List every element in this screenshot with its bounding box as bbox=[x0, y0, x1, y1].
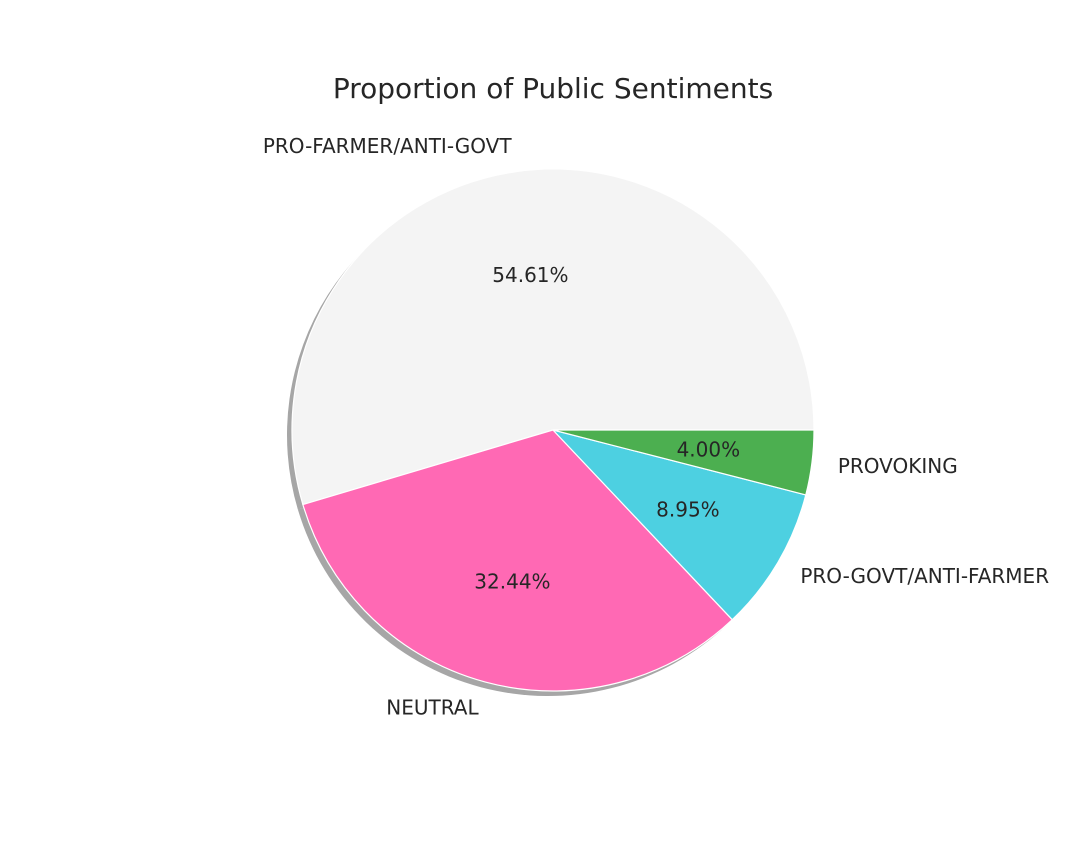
slice-neutral bbox=[302, 429, 733, 692]
slice-pro-farmer-anti-govt bbox=[291, 168, 815, 506]
slice-pro-govt-anti-farmer bbox=[552, 429, 807, 621]
slice-provoking bbox=[552, 429, 815, 496]
pct-label-provoking: 4.00% bbox=[677, 438, 741, 462]
pie-slices bbox=[291, 168, 815, 692]
pct-label-neutral: 32.44% bbox=[474, 569, 550, 593]
slice-label-provoking: PROVOKING bbox=[838, 454, 958, 478]
pct-label-pro-farmer-anti-govt: 54.61% bbox=[492, 263, 568, 287]
slice-label-pro-govt-anti-farmer: PRO-GOVT/ANTI-FARMER bbox=[800, 564, 1049, 588]
pct-label-pro-govt-anti-farmer: 8.95% bbox=[656, 498, 720, 522]
pie-labels: PRO-FARMER/ANTI-GOVT 54.61% NEUTRAL 32.44% P… bbox=[263, 134, 1049, 719]
chart-title: Proportion of Public Sentiments bbox=[333, 72, 773, 105]
slice-label-neutral: NEUTRAL bbox=[386, 695, 479, 719]
slice-label-pro-farmer-anti-govt: PRO-FARMER/ANTI-GOVT bbox=[263, 134, 513, 158]
